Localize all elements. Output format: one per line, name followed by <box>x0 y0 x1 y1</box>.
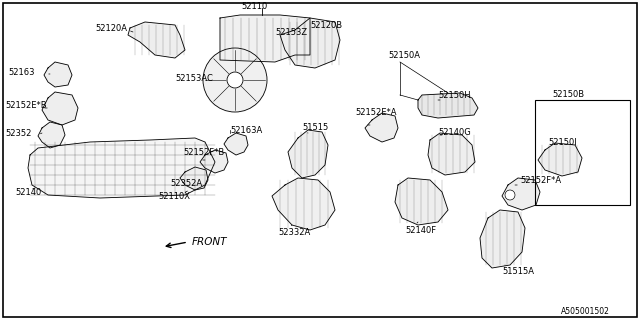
Text: 52152E*A: 52152E*A <box>355 108 397 116</box>
Text: 52352A: 52352A <box>170 179 202 188</box>
Polygon shape <box>38 122 65 148</box>
Text: 52152E*B: 52152E*B <box>5 100 47 109</box>
Text: 52153Z: 52153Z <box>275 28 307 36</box>
Polygon shape <box>44 62 72 87</box>
Text: 52163: 52163 <box>8 68 35 76</box>
Text: 52140F: 52140F <box>405 226 436 235</box>
Circle shape <box>203 48 267 112</box>
Polygon shape <box>200 150 228 173</box>
Text: 52163A: 52163A <box>230 125 262 134</box>
Polygon shape <box>42 92 78 125</box>
Text: 52352: 52352 <box>5 129 31 138</box>
Polygon shape <box>272 178 335 230</box>
Text: FRONT: FRONT <box>192 237 227 247</box>
Circle shape <box>505 190 515 200</box>
Polygon shape <box>395 178 448 225</box>
Polygon shape <box>28 138 215 198</box>
Text: 52120B: 52120B <box>310 20 342 29</box>
Text: 52150A: 52150A <box>388 51 420 60</box>
Text: 52153AC: 52153AC <box>175 74 213 83</box>
Text: 52152F*A: 52152F*A <box>520 175 561 185</box>
Polygon shape <box>180 167 208 190</box>
Polygon shape <box>480 210 525 268</box>
Polygon shape <box>224 133 248 155</box>
Text: 52140G: 52140G <box>438 127 471 137</box>
Bar <box>535 100 630 205</box>
Text: 52110X: 52110X <box>158 191 190 201</box>
Text: 52140: 52140 <box>15 188 41 196</box>
Polygon shape <box>128 22 185 58</box>
Text: 52332A: 52332A <box>278 228 310 236</box>
Circle shape <box>227 72 243 88</box>
Polygon shape <box>365 113 398 142</box>
Polygon shape <box>538 143 582 176</box>
Polygon shape <box>418 93 478 118</box>
Polygon shape <box>428 133 475 175</box>
Polygon shape <box>220 15 310 62</box>
Text: 52110: 52110 <box>242 2 268 11</box>
Text: 52120A: 52120A <box>95 23 127 33</box>
Text: 52150I: 52150I <box>548 138 577 147</box>
Polygon shape <box>288 130 328 178</box>
Polygon shape <box>502 178 540 210</box>
Text: 51515A: 51515A <box>502 268 534 276</box>
Text: A505001502: A505001502 <box>561 308 610 316</box>
Text: 52150B: 52150B <box>552 90 584 99</box>
Text: 52150H: 52150H <box>438 91 470 100</box>
Text: 51515: 51515 <box>302 123 328 132</box>
Polygon shape <box>280 18 340 68</box>
Text: 52152F*B: 52152F*B <box>183 148 224 156</box>
